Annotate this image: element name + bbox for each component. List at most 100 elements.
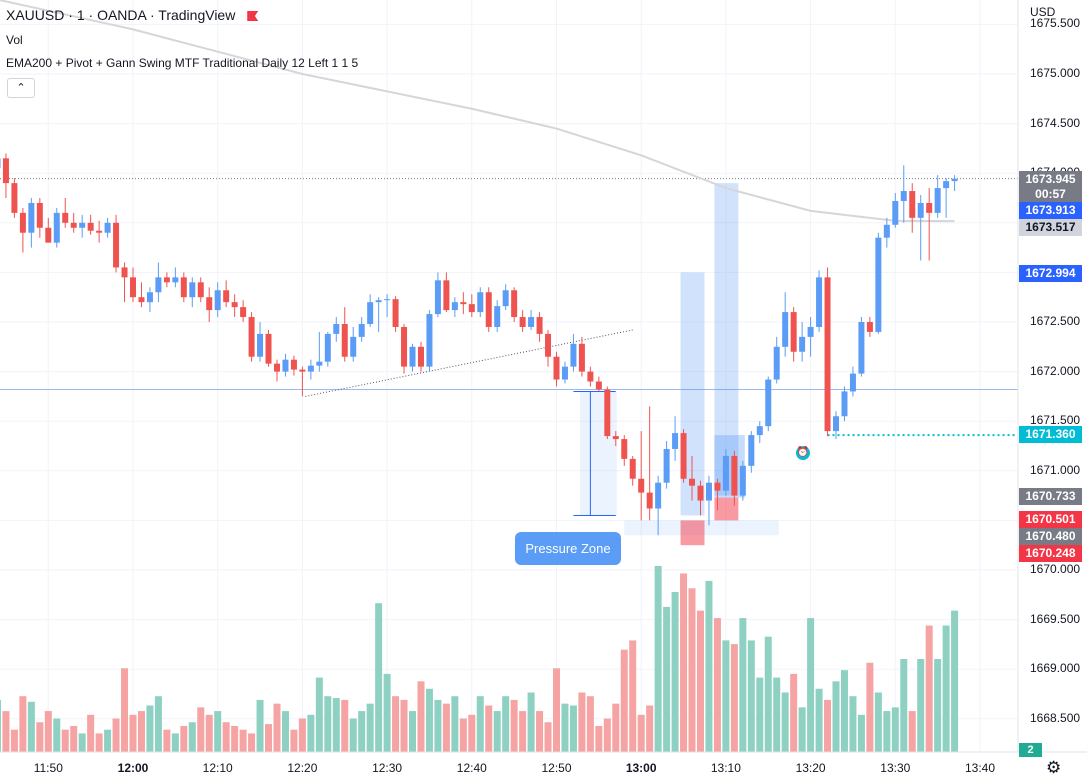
volume-bar	[646, 705, 654, 752]
volume-bar	[281, 711, 289, 752]
candle-body	[587, 371, 594, 382]
price-tick-label: 1675.500	[1030, 16, 1081, 31]
candle-body	[621, 439, 628, 459]
alarm-clock-icon[interactable]: ⏰	[796, 446, 810, 460]
candle-body	[307, 365, 314, 372]
candle-body	[816, 277, 823, 327]
candle-body	[866, 322, 873, 332]
currency-selector[interactable]: USD	[1030, 5, 1056, 19]
pivot-low-box	[680, 520, 705, 546]
volume-bar	[586, 696, 594, 752]
volume-bar	[451, 696, 459, 752]
volume-bar	[485, 705, 493, 752]
volume-bar	[214, 711, 222, 752]
volume-bar	[87, 714, 95, 752]
candlesticks	[0, 153, 958, 536]
candle-body	[70, 222, 77, 228]
candle-body	[443, 280, 450, 311]
candle-body	[223, 290, 230, 303]
candle-body	[917, 202, 924, 218]
candle-body	[612, 436, 619, 440]
chevron-up-icon: ⌃	[16, 82, 26, 94]
candle-body	[773, 346, 780, 380]
candle-body	[909, 191, 916, 218]
volume-bar	[883, 711, 891, 752]
candle-body	[790, 312, 797, 352]
gear-icon[interactable]: ⚙	[1046, 758, 1062, 777]
volume-bar	[891, 707, 899, 752]
volume-bar	[663, 606, 671, 752]
volume-bar	[951, 610, 959, 752]
time-tick-label: 12:10	[202, 761, 233, 775]
candle-body	[367, 302, 374, 324]
symbol-name: XAUUSD	[6, 7, 65, 23]
volume-legend[interactable]: Vol	[6, 33, 23, 47]
volume-bar	[620, 649, 628, 752]
flag-icon[interactable]	[247, 11, 259, 21]
candle-body	[943, 181, 950, 189]
candle-body	[849, 373, 856, 392]
volume-bar	[925, 625, 933, 752]
candle-body	[299, 369, 306, 372]
time-tick-label: 12:00	[117, 761, 149, 775]
candle-body	[138, 297, 145, 303]
volume-bar	[510, 699, 518, 752]
volume-bar	[595, 725, 603, 752]
price-label-last: 1673.945	[1019, 171, 1082, 188]
candle-body	[28, 202, 35, 233]
volume-bar	[536, 711, 544, 752]
volume-bar	[553, 668, 560, 752]
candle-body	[189, 282, 196, 298]
volume-bar	[747, 640, 755, 752]
candle-body	[214, 290, 221, 311]
candle-body	[96, 230, 103, 233]
candle-body	[358, 323, 365, 337]
candle-body	[824, 277, 831, 432]
candle-body	[79, 222, 86, 228]
price-label-blue1: 1673.913	[1019, 202, 1082, 219]
candle-body	[434, 280, 441, 315]
candle-body	[62, 212, 69, 223]
volume-bar	[527, 692, 535, 752]
time-tick-label: 12:50	[541, 761, 572, 775]
candle-body	[519, 317, 526, 327]
symbol-title[interactable]: XAUUSD · 1 · OANDA · TradingView	[6, 7, 259, 23]
volume-bar	[0, 699, 1, 752]
pressure-zone-callout[interactable]: Pressure Zone	[515, 532, 621, 565]
price-label-red2: 1670.248	[1019, 545, 1082, 562]
candle-body	[180, 277, 187, 298]
indicator-legend[interactable]: EMA200 + Pivot + Gann Swing MTF Traditio…	[6, 56, 359, 70]
volume-bar	[425, 688, 433, 752]
candle-body	[155, 277, 162, 293]
candle-body	[807, 326, 814, 337]
volume-bar	[129, 714, 137, 752]
candle-body	[248, 317, 255, 357]
ema200-line	[0, 0, 955, 223]
volume-bar	[197, 707, 205, 752]
chart-grid	[0, 0, 1018, 752]
candle-body	[333, 323, 340, 334]
volume-bar	[171, 733, 179, 752]
candle-body	[257, 333, 264, 357]
candle-body	[883, 224, 890, 238]
collapse-legend-button[interactable]: ⌃	[7, 78, 35, 98]
candle-body	[87, 222, 94, 231]
volume-bar	[569, 705, 577, 752]
pivot-zone-box	[714, 183, 739, 496]
volume-bar	[104, 729, 112, 752]
candle-body	[11, 183, 18, 213]
volume-bar	[696, 610, 704, 752]
platform-label: TradingView	[158, 7, 236, 23]
volume-bar	[942, 625, 950, 752]
volume-bar	[61, 729, 69, 752]
volume-bar	[705, 580, 713, 752]
volume-bar	[239, 729, 247, 752]
volume-bar	[688, 588, 696, 752]
volume-bar	[519, 711, 527, 752]
candle-body	[53, 212, 60, 243]
candle-body	[392, 299, 399, 327]
candle-body	[799, 336, 806, 352]
price-tick-label: 1672.500	[1030, 314, 1081, 328]
volume-bar	[832, 681, 840, 752]
